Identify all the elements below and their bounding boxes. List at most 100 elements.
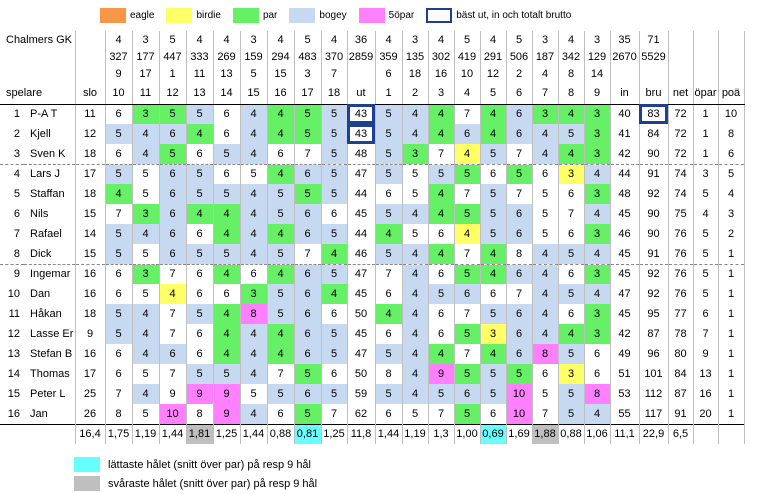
score-cell: 4 [240, 204, 268, 224]
index-cell: 4 [532, 65, 559, 82]
average-cell: 1,00 [454, 423, 481, 444]
par-cell: 3 [402, 31, 429, 48]
average-cell: 0,81 [294, 423, 322, 444]
score-cell: 5 [480, 384, 507, 404]
par-cell: 35 [610, 31, 640, 48]
score-cell: 5 [159, 144, 187, 164]
index-cell: 3 [294, 65, 322, 82]
legend-par-label: par [262, 9, 278, 21]
score-cell: 4 [532, 263, 559, 284]
score-cell: 3 [584, 224, 611, 244]
average-cell: 1,44 [375, 423, 403, 444]
score-cell: 1 [718, 364, 745, 384]
score-cell: 5 [267, 284, 295, 304]
slope-header: slo [75, 82, 106, 105]
blank-cell [0, 65, 76, 82]
score-cell: 5 [294, 124, 322, 144]
score-cell: 6 [375, 404, 403, 424]
average-cell: 22,9 [639, 423, 669, 444]
legend-bogey-label: bogey [319, 9, 347, 21]
score-cell: 5 [375, 104, 403, 124]
column-header: bru [639, 82, 669, 105]
score-cell: 6 [240, 263, 268, 284]
score-cell: 45 [347, 204, 376, 224]
length-cell: 135 [402, 48, 429, 65]
player-row: 5 Staffan 18 4 5 6 5 5 4 5 5 5 44 6 5 4 7 5 7 5 6 3 48 92 74 5 4 [0, 184, 745, 204]
player-row: 10 Dan 16 6 5 4 6 6 3 5 6 4 45 6 4 5 6 6 7 4 5 4 47 92 76 5 1 [0, 284, 745, 304]
player-slope: 15 [75, 204, 106, 224]
average-cell: 1,06 [584, 423, 611, 444]
score-cell: 6 [294, 163, 322, 184]
score-cell: 96 [639, 344, 669, 364]
score-cell: 92 [639, 284, 669, 304]
score-cell: 4 [132, 384, 160, 404]
score-cell: 4 [558, 104, 585, 124]
best-swatch [426, 7, 453, 23]
column-header: 14 [213, 82, 241, 105]
hard-swatch [74, 476, 100, 491]
score-cell: 1 [718, 263, 745, 284]
score-cell: 4 [480, 124, 507, 144]
column-header: 2 [402, 82, 429, 105]
par-cell: 4 [428, 31, 455, 48]
blank-cell [718, 48, 745, 65]
score-cell: 1 [718, 324, 745, 344]
score-cell: 5 [213, 244, 241, 264]
score-cell: 76 [668, 244, 694, 264]
column-header: ut [347, 82, 376, 105]
score-cell: 4 [402, 263, 429, 284]
score-cell: 10 [506, 384, 533, 404]
score-cell: 13 [693, 364, 719, 384]
score-cell: 5 [132, 364, 160, 384]
score-cell: 6 [718, 144, 745, 164]
column-header: 17 [294, 82, 322, 105]
score-cell: 5 [480, 184, 507, 204]
par-cell: 5 [159, 31, 187, 48]
score-cell: 5 [105, 124, 133, 144]
score-cell: 5 [532, 224, 559, 244]
column-header: net [668, 82, 694, 105]
player-name: Nils [24, 204, 76, 224]
score-cell: 4 [186, 124, 214, 144]
score-cell: 72 [668, 104, 694, 124]
score-cell: 5 [267, 384, 295, 404]
score-cell: 5 [558, 244, 585, 264]
course-index-row: 9 17 1 11 13 5 15 3 7 6 18 16 10 12 2 4 8 14 [0, 65, 745, 82]
score-cell: 76 [668, 284, 694, 304]
average-cell: 11,8 [347, 423, 376, 444]
scorecard-body: Chalmers GK 4 3 5 4 4 3 4 5 4 36 4 3 4 5 4 5 3 4 3 35 71 327 17… [0, 31, 745, 444]
score-cell: 4 [267, 104, 295, 124]
score-cell: 6 [159, 344, 187, 364]
par-cell: 4 [558, 31, 585, 48]
score-cell: 5 [321, 184, 348, 204]
score-cell: 5 [105, 163, 133, 184]
par-cell: 4 [105, 31, 133, 48]
score-cell: 5 [294, 364, 322, 384]
score-cell: 92 [639, 263, 669, 284]
score-cell: 1 [693, 124, 719, 144]
player-row: 13 Stefan B 16 6 4 6 6 4 4 4 6 5 47 5 4 4 7 4 6 8 5 6 49 96 80 9 1 [0, 344, 745, 364]
score-cell: 90 [639, 144, 669, 164]
bogey-swatch [289, 7, 316, 23]
score-cell: 77 [668, 304, 694, 324]
score-cell: 43 [347, 124, 376, 144]
score-cell: 84 [639, 124, 669, 144]
player-index: 5 [13, 188, 20, 200]
score-cell: 45 [347, 324, 376, 344]
index-cell: 10 [454, 65, 481, 82]
score-cell: 4 [267, 324, 295, 344]
score-cell: 4 [428, 344, 455, 364]
legend-fem: 5öpar [358, 7, 414, 23]
score-cell: 5 [506, 364, 533, 384]
bottom-legend: lättaste hålet (snitt över par) på resp … [74, 455, 317, 493]
score-cell: 4 [267, 263, 295, 284]
score-cell: 4 [454, 224, 481, 244]
length-cell: 2670 [610, 48, 640, 65]
score-cell: 5 [159, 104, 187, 124]
score-cell: 4 [240, 364, 268, 384]
score-cell: 4 [240, 104, 268, 124]
score-cell: 5 [186, 104, 214, 124]
score-cell: 74 [668, 184, 694, 204]
score-cell: 5 [480, 204, 507, 224]
index-cell [639, 65, 669, 82]
